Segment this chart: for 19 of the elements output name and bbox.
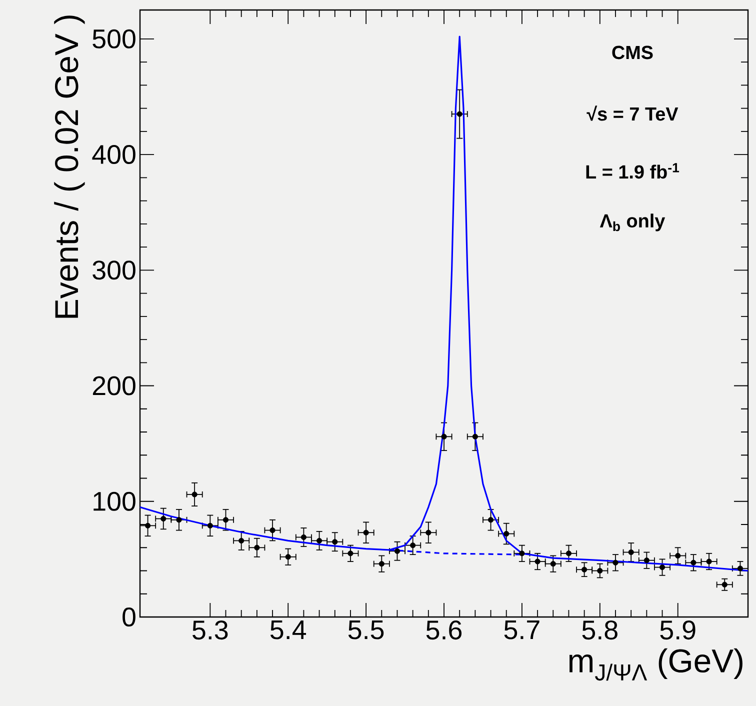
- text: L = 1.9 fb$^{-1}$: [586, 163, 680, 179]
- annotation: CMS: [612, 46, 653, 60]
- x-tick-label: 5.7: [504, 620, 540, 640]
- y-tick-label: 400: [92, 145, 136, 164]
- y-tick-label: 100: [94, 492, 136, 511]
- x-tick-label: 5.8: [582, 620, 618, 640]
- y-tick-label: 500: [92, 29, 136, 48]
- y-axis-title: Events / ( 0.02 GeV ): [54, 16, 85, 318]
- y-tick-label: 0: [122, 607, 136, 627]
- annotation: √s = 7 TeV: [586, 106, 678, 121]
- x-tick-label: 5.9: [660, 620, 696, 640]
- x-tick-label: 5.5: [348, 620, 384, 640]
- x-tick-label: 5.3: [192, 620, 228, 640]
- x-tick-label: 5.4: [270, 620, 306, 640]
- x-axis-title: m$_{J/ΨΛ}$ (GeV): [569, 648, 742, 681]
- y-tick-label: 200: [92, 376, 136, 396]
- x-tick-label: 5.6: [426, 620, 462, 640]
- y-tick-label: 300: [92, 260, 136, 280]
- text: Λ$_{b}$ only: [600, 214, 666, 232]
